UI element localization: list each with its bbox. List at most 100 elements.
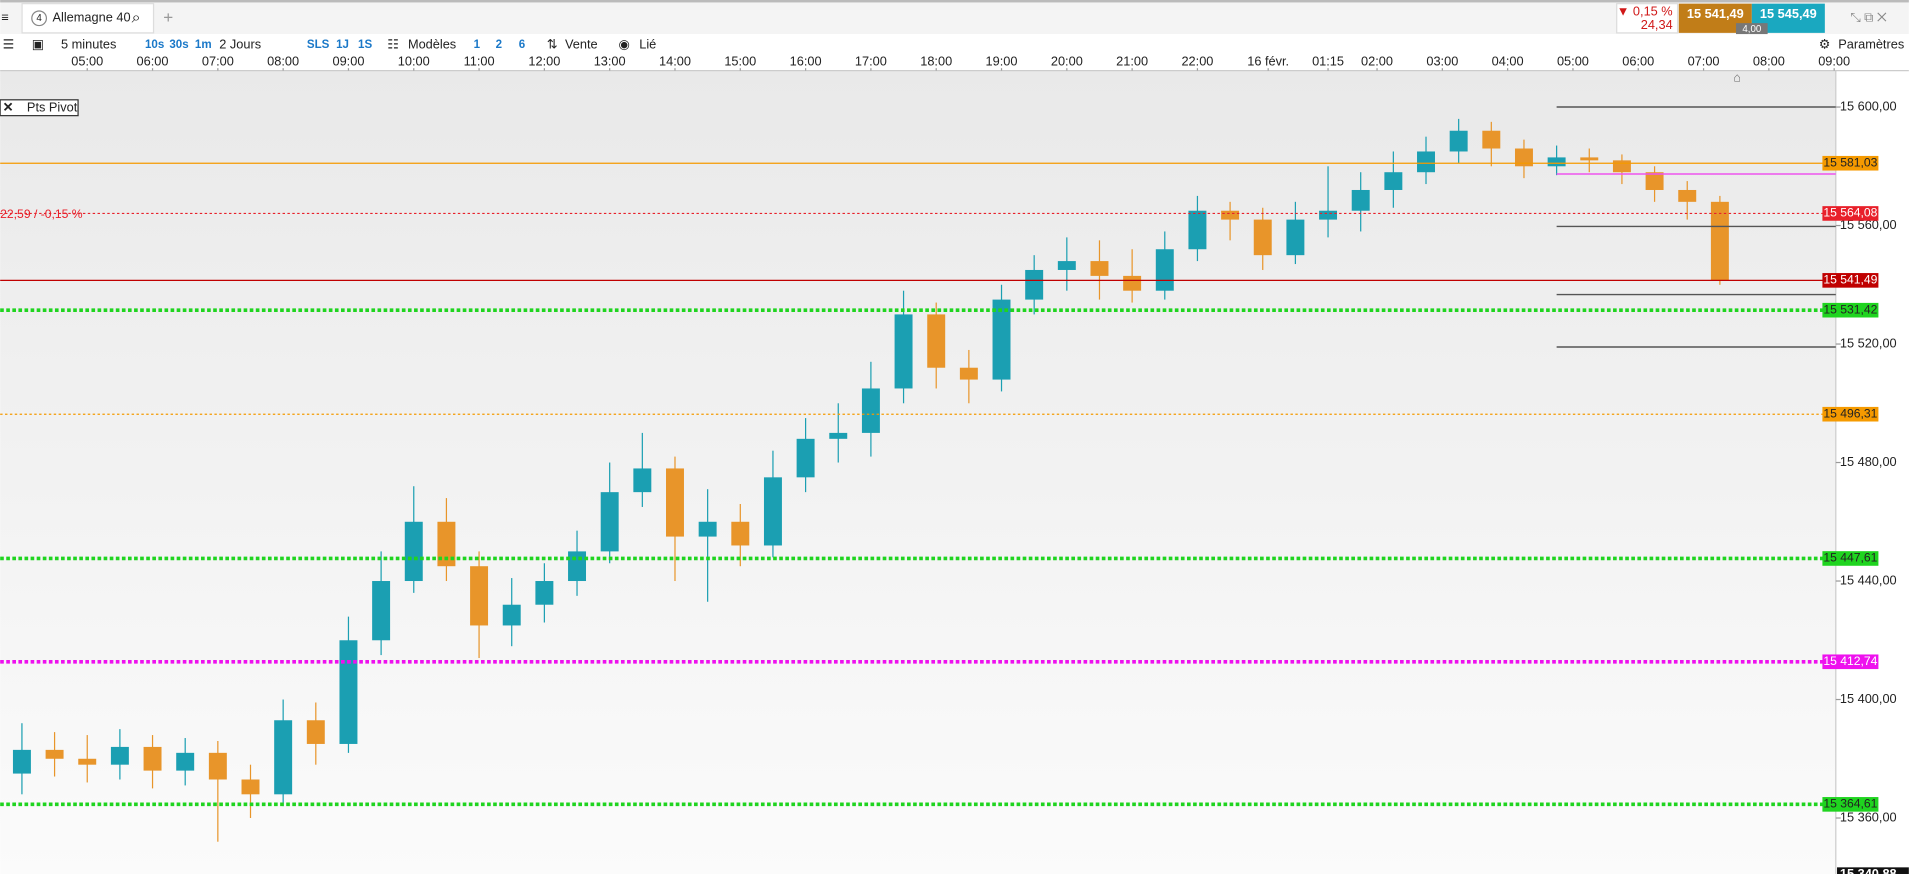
close-icon[interactable]: ✕ bbox=[3, 100, 14, 115]
level-label: 15 496,31 bbox=[1823, 406, 1877, 420]
x-tick-label: 20:00 bbox=[1051, 53, 1083, 68]
candle-body bbox=[959, 367, 978, 380]
level-label: 15 564,08 bbox=[1823, 206, 1877, 220]
period[interactable]: 1S bbox=[358, 39, 372, 51]
instrument-tab[interactable] bbox=[21, 3, 155, 34]
level-label: 15 581,03 bbox=[1823, 155, 1877, 169]
level-label: 15 364,61 bbox=[1823, 797, 1877, 811]
list-icon[interactable]: ☰ bbox=[3, 36, 14, 51]
spread: 4,00 bbox=[1742, 24, 1762, 35]
settings-icon[interactable]: ⚙ bbox=[1819, 36, 1830, 51]
level-label: 15 531,42 bbox=[1823, 302, 1877, 316]
instrument-name[interactable]: Allemagne 40 bbox=[53, 10, 131, 25]
candle-body bbox=[796, 438, 815, 478]
level-tag bbox=[1822, 273, 1879, 288]
timeframe[interactable]: 5 minutes bbox=[61, 36, 116, 51]
y-tick-label: 15 360,00 bbox=[1840, 809, 1897, 824]
candle-body bbox=[1188, 210, 1207, 250]
spread-box bbox=[1735, 23, 1768, 35]
period[interactable]: 1J bbox=[336, 39, 349, 51]
candle-body bbox=[1286, 219, 1305, 256]
candle-body bbox=[992, 299, 1011, 380]
candle-body bbox=[306, 720, 325, 744]
x-tick-label: 15:00 bbox=[724, 53, 756, 68]
range[interactable]: 2 Jours bbox=[219, 36, 261, 51]
candle-body bbox=[372, 581, 391, 641]
candle-body bbox=[535, 581, 554, 605]
candle-body bbox=[404, 521, 423, 582]
candle-body bbox=[78, 758, 97, 765]
order-icon[interactable]: ⇅ bbox=[547, 36, 558, 51]
interval[interactable]: 10s bbox=[145, 39, 164, 51]
x-tick-label: 07:00 bbox=[202, 53, 234, 68]
candle-body bbox=[927, 314, 946, 368]
top-bar bbox=[0, 0, 1909, 35]
link[interactable]: Lié bbox=[639, 36, 656, 51]
candle-body bbox=[1025, 269, 1044, 300]
indicator-label: Pts Pivot bbox=[27, 100, 78, 115]
x-tick-label: 08:00 bbox=[1753, 53, 1785, 68]
layout[interactable]: 2 bbox=[496, 39, 502, 51]
candle-body bbox=[1090, 261, 1109, 276]
candle-body bbox=[470, 566, 489, 626]
candle-body bbox=[1384, 172, 1403, 190]
x-tick-label: 03:00 bbox=[1426, 53, 1458, 68]
candle-body bbox=[1155, 249, 1174, 291]
top-edge bbox=[0, 0, 1909, 3]
price-tag bbox=[1837, 867, 1909, 879]
search-icon[interactable]: ⌕ bbox=[132, 9, 141, 26]
candle-body bbox=[1482, 130, 1501, 149]
candle-body bbox=[143, 746, 162, 771]
templates-icon[interactable]: ☷ bbox=[387, 36, 398, 51]
x-tick-label: 04:00 bbox=[1492, 53, 1524, 68]
interval[interactable]: 30s bbox=[169, 39, 188, 51]
candle-body bbox=[600, 492, 619, 552]
add-tab[interactable]: + bbox=[163, 8, 173, 27]
candle-body bbox=[861, 388, 880, 433]
candle-body bbox=[1253, 219, 1272, 256]
templates[interactable]: Modèles bbox=[408, 36, 456, 51]
y-tick-label: 15 340,88 bbox=[1840, 866, 1897, 874]
candle-body bbox=[437, 521, 456, 567]
ask[interactable]: 15 545,49 bbox=[1760, 6, 1817, 21]
x-axis-area bbox=[0, 54, 1909, 71]
candle-body bbox=[1057, 261, 1076, 270]
level-tag bbox=[1822, 302, 1879, 318]
indicator-box[interactable] bbox=[0, 99, 79, 117]
layout[interactable]: 6 bbox=[519, 39, 525, 51]
level-tag bbox=[1822, 206, 1879, 221]
level-tag bbox=[1822, 155, 1879, 171]
level-tag bbox=[1822, 551, 1879, 566]
candle-body bbox=[698, 521, 717, 537]
x-tick-label: 05:00 bbox=[1557, 53, 1589, 68]
settings[interactable]: Paramètres bbox=[1838, 36, 1904, 51]
change: 24,34 bbox=[1641, 17, 1673, 32]
x-tick-label: 16:00 bbox=[790, 53, 822, 68]
candle-body bbox=[208, 752, 227, 780]
bid[interactable]: 15 541,49 bbox=[1687, 6, 1744, 21]
candle-body bbox=[110, 746, 129, 765]
layout[interactable]: 1 bbox=[474, 39, 481, 51]
x-tick-label: 18:00 bbox=[920, 53, 952, 68]
candle-body bbox=[45, 749, 64, 759]
change-annotation: 22,59 / -0,15 % bbox=[0, 207, 83, 221]
x-tick-label: 06:00 bbox=[1622, 53, 1654, 68]
candle-body bbox=[274, 720, 293, 795]
layout-icon[interactable]: ▣ bbox=[32, 36, 44, 51]
chart bbox=[0, 106, 1836, 842]
menu-icon[interactable]: ≡ bbox=[1, 10, 8, 25]
period[interactable]: SLS bbox=[307, 39, 330, 51]
candle-body bbox=[1645, 172, 1664, 190]
candle-body bbox=[1580, 157, 1599, 161]
window-icons[interactable]: ⤡ ⧉ ✕ bbox=[1850, 10, 1886, 25]
candle-body bbox=[1449, 130, 1468, 152]
level-label: 15 447,61 bbox=[1823, 551, 1877, 565]
interval[interactable]: 1m bbox=[195, 39, 212, 51]
candle-body bbox=[241, 779, 260, 795]
link-icon[interactable]: ◉ bbox=[619, 36, 630, 51]
candle-body bbox=[1221, 210, 1240, 220]
x-tick-label: 16 févr. bbox=[1247, 53, 1289, 68]
order[interactable]: Vente bbox=[565, 36, 598, 51]
candle-body bbox=[763, 477, 782, 546]
home-icon[interactable]: ⌂ bbox=[1733, 69, 1741, 84]
